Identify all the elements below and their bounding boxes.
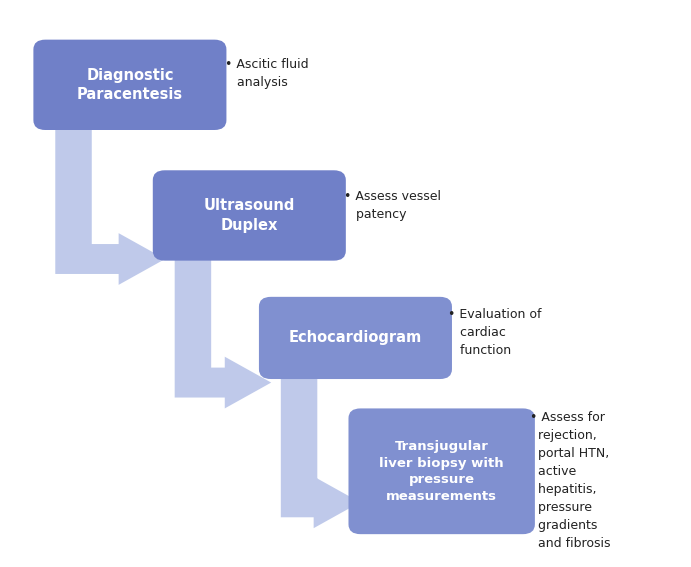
FancyBboxPatch shape	[33, 40, 227, 130]
Text: • Assess for
  rejection,
  portal HTN,
  active
  hepatitis,
  pressure
  gradi: • Assess for rejection, portal HTN, acti…	[530, 412, 610, 551]
FancyBboxPatch shape	[259, 297, 452, 379]
Polygon shape	[281, 370, 360, 528]
Polygon shape	[175, 251, 271, 408]
Text: • Assess vessel
   patency: • Assess vessel patency	[344, 190, 441, 221]
FancyBboxPatch shape	[153, 170, 346, 261]
Polygon shape	[55, 120, 165, 285]
Text: Transjugular
liver biopsy with
pressure
measurements: Transjugular liver biopsy with pressure …	[379, 440, 504, 502]
Text: Echocardiogram: Echocardiogram	[289, 331, 422, 345]
Text: Ultrasound
Duplex: Ultrasound Duplex	[204, 198, 295, 232]
FancyBboxPatch shape	[348, 408, 535, 534]
Text: Diagnostic
Paracentesis: Diagnostic Paracentesis	[77, 67, 183, 102]
Text: • Evaluation of
   cardiac
   function: • Evaluation of cardiac function	[448, 308, 542, 357]
Text: • Ascitic fluid
   analysis: • Ascitic fluid analysis	[225, 58, 308, 88]
